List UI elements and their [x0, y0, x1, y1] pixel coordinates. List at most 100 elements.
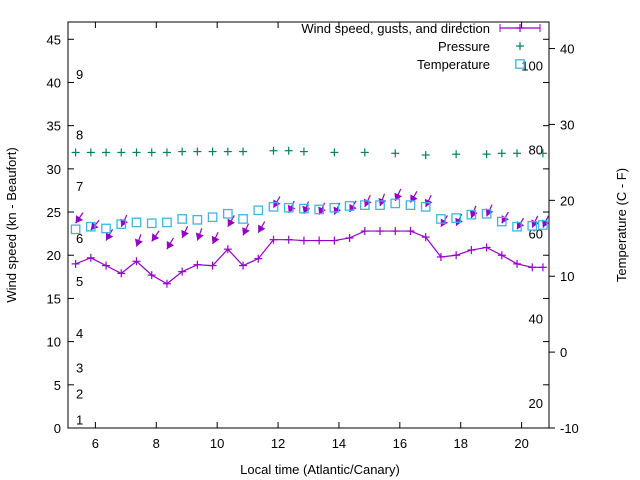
temperature-point: [359, 200, 370, 210]
beaufort-label: 6: [76, 231, 83, 246]
temperature-point: [162, 217, 172, 228]
temperature-point: [314, 204, 325, 215]
y-axis-label: Wind speed (kn - Beaufort): [4, 147, 19, 302]
gust-arrow-head: [120, 218, 129, 227]
y2-tick-label: -10: [560, 421, 579, 436]
legend-label-1: Pressure: [438, 39, 490, 54]
fahrenheit-label: 80: [529, 142, 543, 157]
plot-frame: [67, 21, 550, 429]
gust-arrow-head: [211, 235, 220, 245]
temperature-point: [390, 198, 401, 209]
x-tick-label: 20: [514, 436, 528, 451]
temperature-point: [481, 208, 492, 219]
y-tick-label: 25: [47, 205, 61, 220]
y-tick-label: 15: [47, 291, 61, 306]
gust-arrow-head: [287, 204, 296, 213]
temperature-point: [85, 221, 96, 232]
x-axis-label: Local time (Atlantic/Canary): [240, 462, 400, 477]
temperature-point: [375, 200, 385, 210]
temperature-point: [405, 200, 416, 210]
gust-arrow-head: [166, 241, 175, 250]
temperature-point: [253, 205, 264, 216]
temperature-point: [538, 220, 548, 230]
y2-tick-label: 0: [560, 345, 567, 360]
gust-arrow-head: [75, 215, 84, 224]
gust-arrow-head: [151, 233, 160, 242]
temperature-point: [527, 221, 538, 231]
gust-arrow-head: [542, 219, 550, 228]
gust-arrow-head: [258, 224, 266, 233]
y2-axis-label: Temperature (C - F): [614, 168, 629, 282]
temperature-point: [207, 212, 218, 223]
temperature-point: [512, 221, 522, 232]
wind-speed-line: [75, 230, 543, 285]
fahrenheit-label: 40: [529, 312, 543, 327]
temperature-point: [192, 214, 203, 225]
gust-arrow-head: [469, 210, 478, 219]
temperature-point: [70, 224, 81, 235]
temperature-point: [466, 209, 477, 220]
y2-tick-label: 10: [560, 269, 574, 284]
temperature-point: [436, 214, 446, 224]
y-tick-label: 20: [47, 248, 61, 263]
temperature-point: [177, 214, 188, 224]
gust-arrow-head: [227, 218, 235, 227]
temperature-point: [451, 213, 461, 223]
beaufort-label: 3: [76, 361, 83, 376]
gust-arrow-head: [516, 221, 525, 230]
y-tick-label: 45: [47, 32, 61, 47]
y-tick-label: 0: [54, 421, 61, 436]
temperature-point: [420, 202, 431, 212]
gust-arrow-head: [195, 232, 204, 241]
x-tick-label: 8: [153, 436, 160, 451]
temperature-point: [116, 219, 127, 229]
y-tick-label: 40: [47, 75, 61, 90]
y2-tick-label: 30: [560, 117, 574, 132]
x-tick-label: 14: [332, 436, 346, 451]
x-tick-label: 6: [92, 436, 99, 451]
gust-arrow-head: [333, 206, 342, 215]
temperature-point: [238, 214, 248, 224]
beaufort-label: 2: [76, 386, 83, 401]
gust-arrow-head: [485, 208, 494, 217]
legend-key-square: [515, 59, 525, 69]
x-tick-label: 12: [271, 436, 285, 451]
y-tick-label: 10: [47, 335, 61, 350]
legend-label-0: Wind speed, gusts, and direction: [301, 21, 490, 36]
gust-arrow-head: [181, 229, 189, 238]
gust-arrow-head: [242, 227, 250, 236]
fahrenheit-label: 20: [529, 396, 543, 411]
temperature-point: [299, 203, 309, 214]
beaufort-label: 8: [76, 127, 83, 142]
temperature-point: [222, 208, 233, 219]
y-tick-label: 30: [47, 162, 61, 177]
gust-arrow-head: [302, 205, 311, 214]
beaufort-label: 7: [76, 179, 83, 194]
beaufort-label: 4: [76, 326, 83, 341]
y2-tick-label: 20: [560, 193, 574, 208]
x-tick-label: 16: [393, 436, 407, 451]
temperature-point: [146, 218, 157, 229]
gust-arrow-head: [318, 206, 326, 215]
gust-arrow-head: [105, 232, 114, 241]
gust-arrow-head: [378, 197, 387, 206]
y-tick-label: 5: [54, 378, 61, 393]
temperature-point: [268, 202, 279, 212]
temperature-point: [101, 223, 111, 234]
temperature-point: [131, 217, 142, 228]
y-tick-label: 35: [47, 119, 61, 134]
y2-tick-label: 40: [560, 42, 574, 57]
legend-label-2: Temperature: [417, 57, 490, 72]
temperature-point: [496, 216, 507, 227]
beaufort-label: 5: [76, 274, 83, 289]
fahrenheit-label: 100: [521, 58, 543, 73]
x-tick-label: 18: [453, 436, 467, 451]
gust-arrow-head: [273, 199, 281, 208]
temperature-point: [329, 202, 340, 213]
beaufort-label: 1: [76, 412, 83, 427]
gust-arrow-head: [134, 238, 143, 247]
temperature-point: [344, 201, 355, 211]
beaufort-label: 9: [76, 67, 83, 82]
